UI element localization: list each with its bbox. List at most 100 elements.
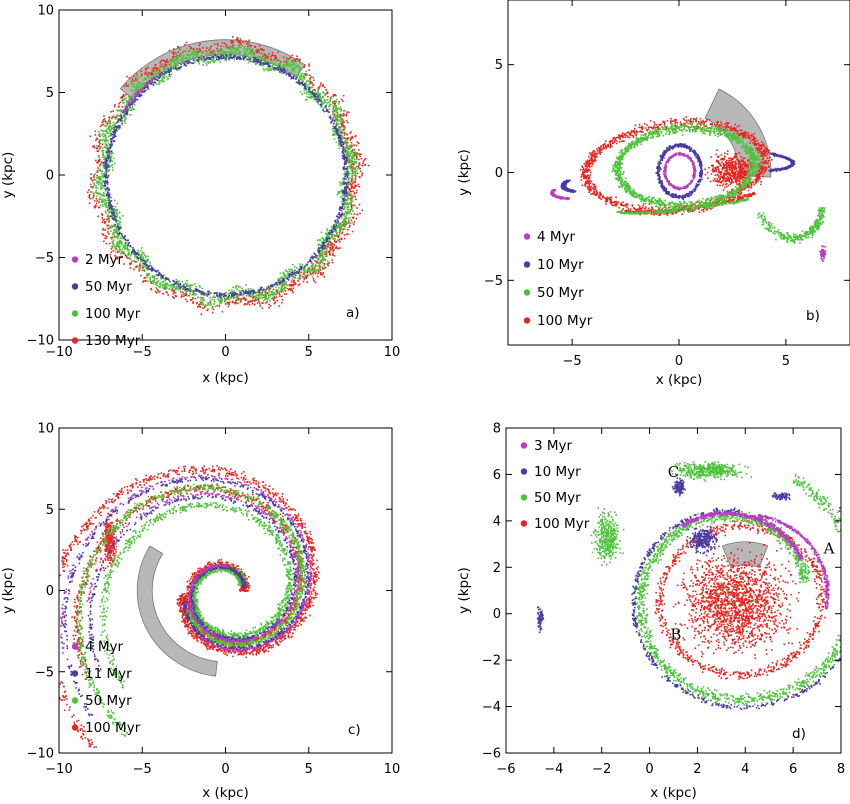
particle-point (218, 305, 221, 308)
particle-point (278, 68, 280, 71)
particle-point (182, 295, 185, 298)
particle-point (99, 179, 102, 182)
particle-point (273, 283, 276, 285)
particle-point (326, 110, 329, 112)
particle-point (89, 183, 92, 186)
particle-point (320, 259, 323, 262)
particle-point (174, 63, 176, 66)
particle-point (355, 172, 357, 175)
particle-point (111, 151, 113, 154)
particle-point (199, 301, 201, 303)
particle-point (344, 161, 347, 164)
particle-point (144, 255, 147, 257)
particle-point (120, 251, 123, 253)
particle-point (101, 214, 104, 216)
particle-point (141, 251, 144, 253)
particle-point (339, 184, 342, 187)
particle-point (184, 289, 186, 292)
particle-point (333, 130, 336, 133)
particle-point (186, 290, 189, 292)
particle-point (132, 247, 134, 249)
particle-point (342, 197, 344, 200)
particle-point (189, 287, 191, 290)
particle-point (258, 291, 260, 293)
particle-point (333, 248, 335, 251)
particle-point (104, 143, 107, 145)
particle-point (281, 299, 284, 301)
particle-point (107, 164, 109, 166)
particle-point (98, 192, 100, 195)
particle-point (311, 91, 314, 93)
particle-point (131, 90, 134, 92)
particle-point (345, 145, 348, 147)
particle-point (121, 99, 124, 102)
particle-point (310, 97, 313, 99)
particle-point (102, 164, 104, 167)
particle-point (245, 52, 247, 54)
particle-point (347, 167, 349, 169)
particle-point (360, 153, 362, 155)
particle-point (249, 60, 251, 62)
particle-point (131, 260, 133, 262)
particle-point (305, 92, 308, 95)
particle-point (135, 86, 138, 89)
particle-point (113, 235, 115, 238)
particle-point (238, 289, 240, 292)
particle-point (102, 149, 105, 152)
particle-point (118, 234, 120, 237)
particle-point (188, 290, 191, 292)
particle-point (280, 285, 283, 287)
particle-point (176, 287, 179, 289)
particle-point (188, 295, 190, 297)
particle-point (202, 52, 204, 54)
particle-point (99, 196, 102, 198)
particle-point (277, 65, 279, 67)
particle-point (321, 249, 323, 251)
particle-point (347, 218, 350, 220)
particle-point (142, 79, 145, 82)
particle-point (297, 280, 299, 282)
particle-point (256, 62, 259, 65)
particle-point (105, 162, 108, 164)
particle-point (105, 151, 108, 154)
particle-point (99, 204, 102, 207)
particle-point (279, 60, 282, 63)
particle-point (317, 243, 320, 245)
particle-point (107, 206, 109, 208)
particle-point (253, 290, 255, 292)
particle-point (113, 225, 115, 228)
particle-point (329, 246, 331, 249)
particle-point (298, 77, 301, 80)
particle-point (332, 113, 335, 115)
particle-point (299, 276, 301, 278)
particle-point (259, 56, 262, 59)
particle-point (159, 273, 161, 276)
particle-point (181, 60, 184, 62)
particle-point (101, 200, 103, 203)
particle-point (263, 63, 265, 66)
particle-point (108, 120, 110, 122)
particle-point (339, 128, 341, 130)
particle-point (336, 118, 338, 121)
particle-point (338, 137, 340, 140)
particle-point (306, 274, 309, 277)
particle-point (273, 63, 276, 66)
particle-point (322, 255, 325, 258)
particle-point (198, 305, 201, 308)
particle-point (291, 59, 294, 62)
particle-point (155, 70, 158, 73)
particle-point (317, 259, 319, 261)
particle-point (278, 293, 281, 296)
particle-point (115, 221, 118, 224)
particle-point (198, 57, 200, 59)
particle-point (172, 56, 174, 59)
particle-point (336, 114, 338, 116)
particle-point (236, 39, 239, 42)
particle-point (308, 96, 311, 99)
particle-point (110, 197, 112, 199)
particle-point (248, 304, 251, 306)
particles-magenta (123, 77, 155, 113)
particle-point (182, 291, 184, 294)
particle-point (107, 214, 109, 217)
particle-point (347, 186, 349, 189)
